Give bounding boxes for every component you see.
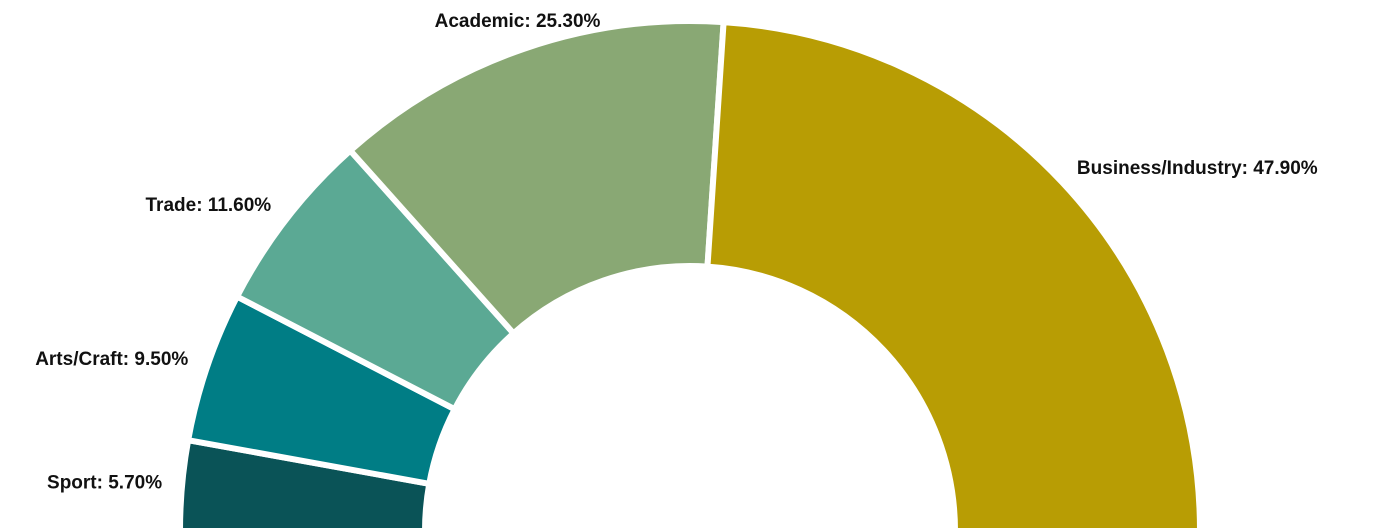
data-label: Business/Industry: 47.90% [1077, 158, 1318, 179]
segment [704, 19, 1203, 531]
data-label: Sport: 5.70% [47, 473, 162, 494]
data-label: Academic: 25.30% [435, 11, 601, 32]
data-label: Arts/Craft: 9.50% [35, 349, 188, 370]
segment [347, 18, 727, 337]
data-label: Trade: 11.60% [146, 195, 272, 216]
